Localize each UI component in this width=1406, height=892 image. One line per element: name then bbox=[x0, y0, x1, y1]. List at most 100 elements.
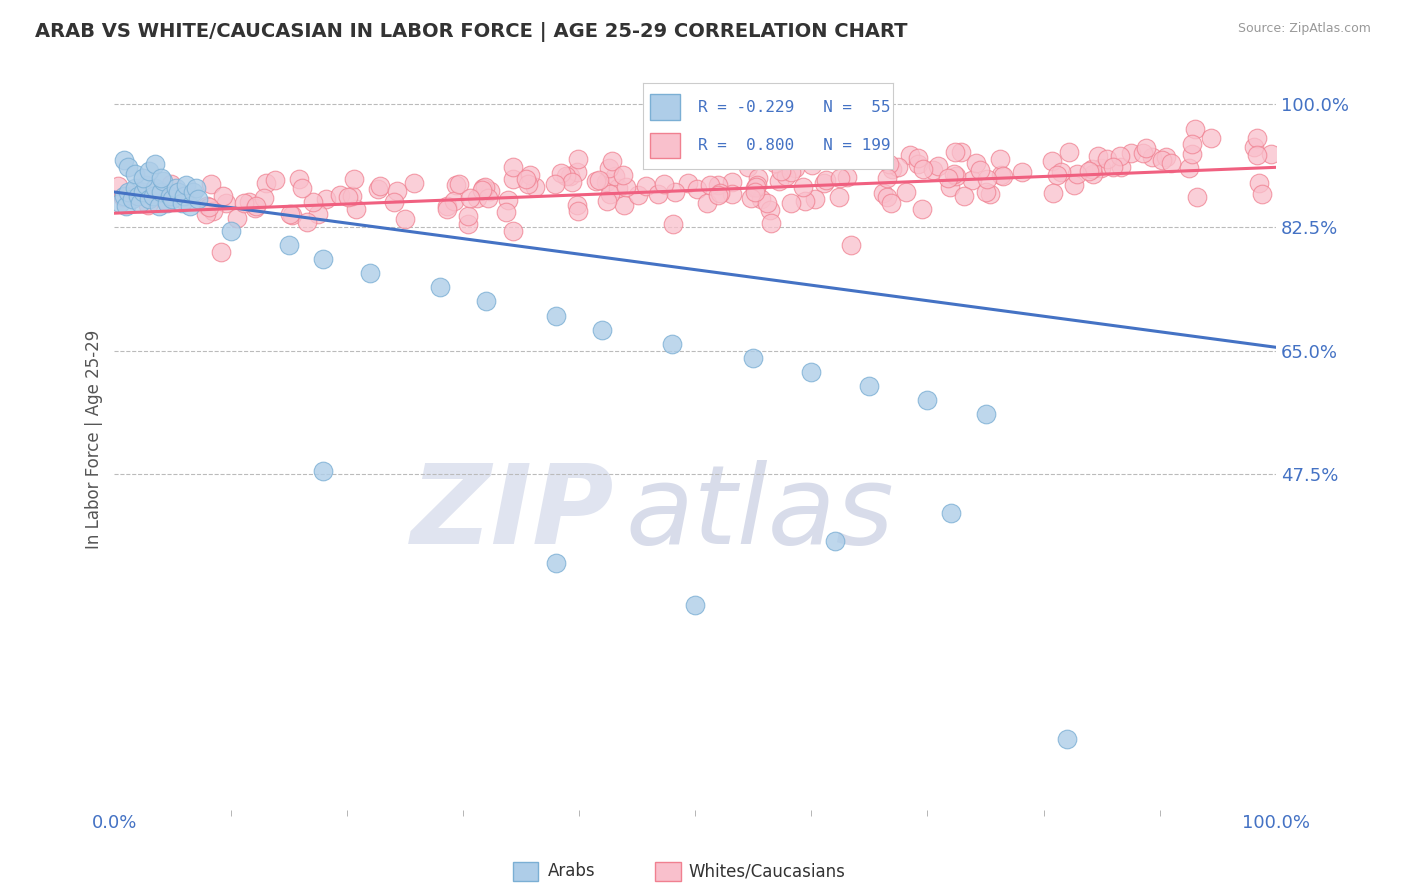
Point bbox=[179, 199, 201, 213]
Point bbox=[756, 195, 779, 210]
Point bbox=[837, 169, 859, 184]
Point bbox=[627, 188, 650, 202]
Point bbox=[1249, 177, 1271, 191]
Point bbox=[960, 172, 983, 186]
Point bbox=[243, 202, 266, 216]
Point bbox=[544, 309, 567, 323]
Point bbox=[312, 252, 335, 266]
Point bbox=[801, 158, 824, 172]
Point bbox=[607, 181, 630, 195]
Point bbox=[465, 191, 488, 205]
Point bbox=[1109, 161, 1132, 175]
Point bbox=[555, 169, 578, 184]
Point bbox=[661, 336, 683, 351]
Point bbox=[813, 176, 835, 190]
Point bbox=[495, 204, 517, 219]
Point bbox=[344, 202, 367, 216]
Point bbox=[1260, 147, 1282, 161]
Point bbox=[135, 178, 157, 192]
Point bbox=[143, 157, 166, 171]
Point bbox=[160, 177, 183, 191]
Point bbox=[922, 163, 945, 178]
Point bbox=[1081, 167, 1104, 181]
Point bbox=[745, 178, 768, 192]
Point bbox=[443, 194, 465, 208]
Point bbox=[830, 171, 852, 186]
Point bbox=[170, 195, 193, 210]
Point bbox=[770, 164, 793, 178]
Point bbox=[747, 171, 769, 186]
Point bbox=[558, 169, 581, 183]
Text: Arabs: Arabs bbox=[548, 863, 596, 880]
Point bbox=[775, 169, 797, 183]
Point bbox=[965, 156, 987, 170]
Point bbox=[979, 187, 1001, 202]
Point bbox=[184, 181, 207, 195]
Point bbox=[436, 202, 458, 216]
Point bbox=[1243, 140, 1265, 154]
Point bbox=[707, 188, 730, 202]
Point bbox=[759, 203, 782, 218]
Point bbox=[478, 184, 501, 198]
Point bbox=[110, 195, 132, 210]
Point bbox=[1042, 186, 1064, 201]
Point bbox=[1066, 167, 1088, 181]
Point bbox=[974, 407, 997, 421]
Point bbox=[477, 191, 499, 205]
Point bbox=[742, 351, 765, 365]
Point bbox=[696, 196, 718, 211]
Point bbox=[117, 161, 139, 175]
Point bbox=[1109, 149, 1132, 163]
Point bbox=[652, 177, 675, 191]
Point bbox=[402, 176, 425, 190]
Point bbox=[942, 167, 965, 181]
Text: Whites/Caucasians: Whites/Caucasians bbox=[689, 863, 846, 880]
Point bbox=[256, 177, 278, 191]
Point bbox=[721, 175, 744, 189]
Point bbox=[153, 193, 176, 207]
Point bbox=[343, 171, 366, 186]
Point bbox=[1251, 186, 1274, 201]
Point bbox=[290, 181, 312, 195]
Point bbox=[917, 393, 939, 408]
Point bbox=[129, 195, 152, 210]
Point bbox=[444, 178, 467, 192]
Point bbox=[686, 182, 709, 196]
Point bbox=[1011, 165, 1033, 179]
Point bbox=[142, 188, 165, 202]
Text: ARAB VS WHITE/CAUCASIAN IN LABOR FORCE | AGE 25-29 CORRELATION CHART: ARAB VS WHITE/CAUCASIAN IN LABOR FORCE |… bbox=[35, 22, 908, 42]
Point bbox=[976, 171, 998, 186]
Point bbox=[281, 208, 304, 222]
Point bbox=[315, 192, 337, 206]
Point bbox=[780, 165, 803, 179]
Point bbox=[898, 148, 921, 162]
Point bbox=[209, 245, 232, 260]
Point bbox=[550, 166, 572, 180]
Point bbox=[138, 192, 160, 206]
Point bbox=[523, 179, 546, 194]
Point bbox=[927, 160, 949, 174]
Point bbox=[676, 176, 699, 190]
Point bbox=[912, 162, 935, 177]
Point bbox=[340, 189, 363, 203]
Point bbox=[763, 155, 786, 169]
Point bbox=[943, 145, 966, 159]
Point bbox=[1101, 161, 1123, 175]
Point bbox=[737, 160, 759, 174]
Point bbox=[1246, 148, 1268, 162]
Point bbox=[238, 195, 260, 210]
Point bbox=[603, 169, 626, 183]
Point bbox=[699, 178, 721, 193]
Point bbox=[124, 181, 146, 195]
Point bbox=[634, 178, 657, 193]
Point bbox=[683, 598, 706, 612]
Point bbox=[567, 203, 589, 218]
Point bbox=[1081, 161, 1104, 176]
Point bbox=[1140, 150, 1163, 164]
Point bbox=[828, 190, 851, 204]
Point bbox=[141, 186, 163, 200]
Point bbox=[815, 173, 838, 187]
Point bbox=[613, 198, 636, 212]
Point bbox=[567, 152, 589, 166]
Point bbox=[612, 168, 634, 182]
